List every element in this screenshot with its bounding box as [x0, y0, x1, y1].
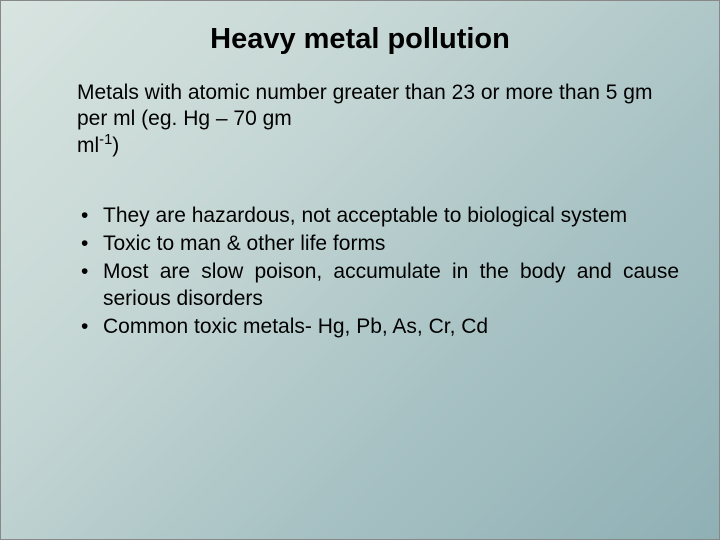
slide-title: Heavy metal pollution [41, 23, 679, 56]
list-item: They are hazardous, not acceptable to bi… [77, 203, 679, 229]
list-item: Common toxic metals- Hg, Pb, As, Cr, Cd [77, 314, 679, 340]
bullet-text: They are hazardous, not acceptable to bi… [103, 204, 627, 227]
slide: Heavy metal pollution Metals with atomic… [0, 0, 720, 540]
definition-block: Metals with atomic number greater than 2… [77, 80, 669, 159]
bullet-text: Common toxic metals- Hg, Pb, As, Cr, Cd [103, 315, 488, 338]
definition-line2-post: ) [112, 134, 119, 157]
bullet-text: Most are slow poison, accumulate in the … [103, 260, 679, 309]
bullet-list: They are hazardous, not acceptable to bi… [41, 203, 679, 340]
list-item: Toxic to man & other life forms [77, 231, 679, 257]
definition-superscript: -1 [99, 132, 112, 148]
list-item: Most are slow poison, accumulate in the … [77, 259, 679, 312]
definition-line1: Metals with atomic number greater than 2… [77, 81, 652, 130]
bullet-text: Toxic to man & other life forms [103, 232, 385, 255]
definition-line2-pre: ml [77, 134, 99, 157]
